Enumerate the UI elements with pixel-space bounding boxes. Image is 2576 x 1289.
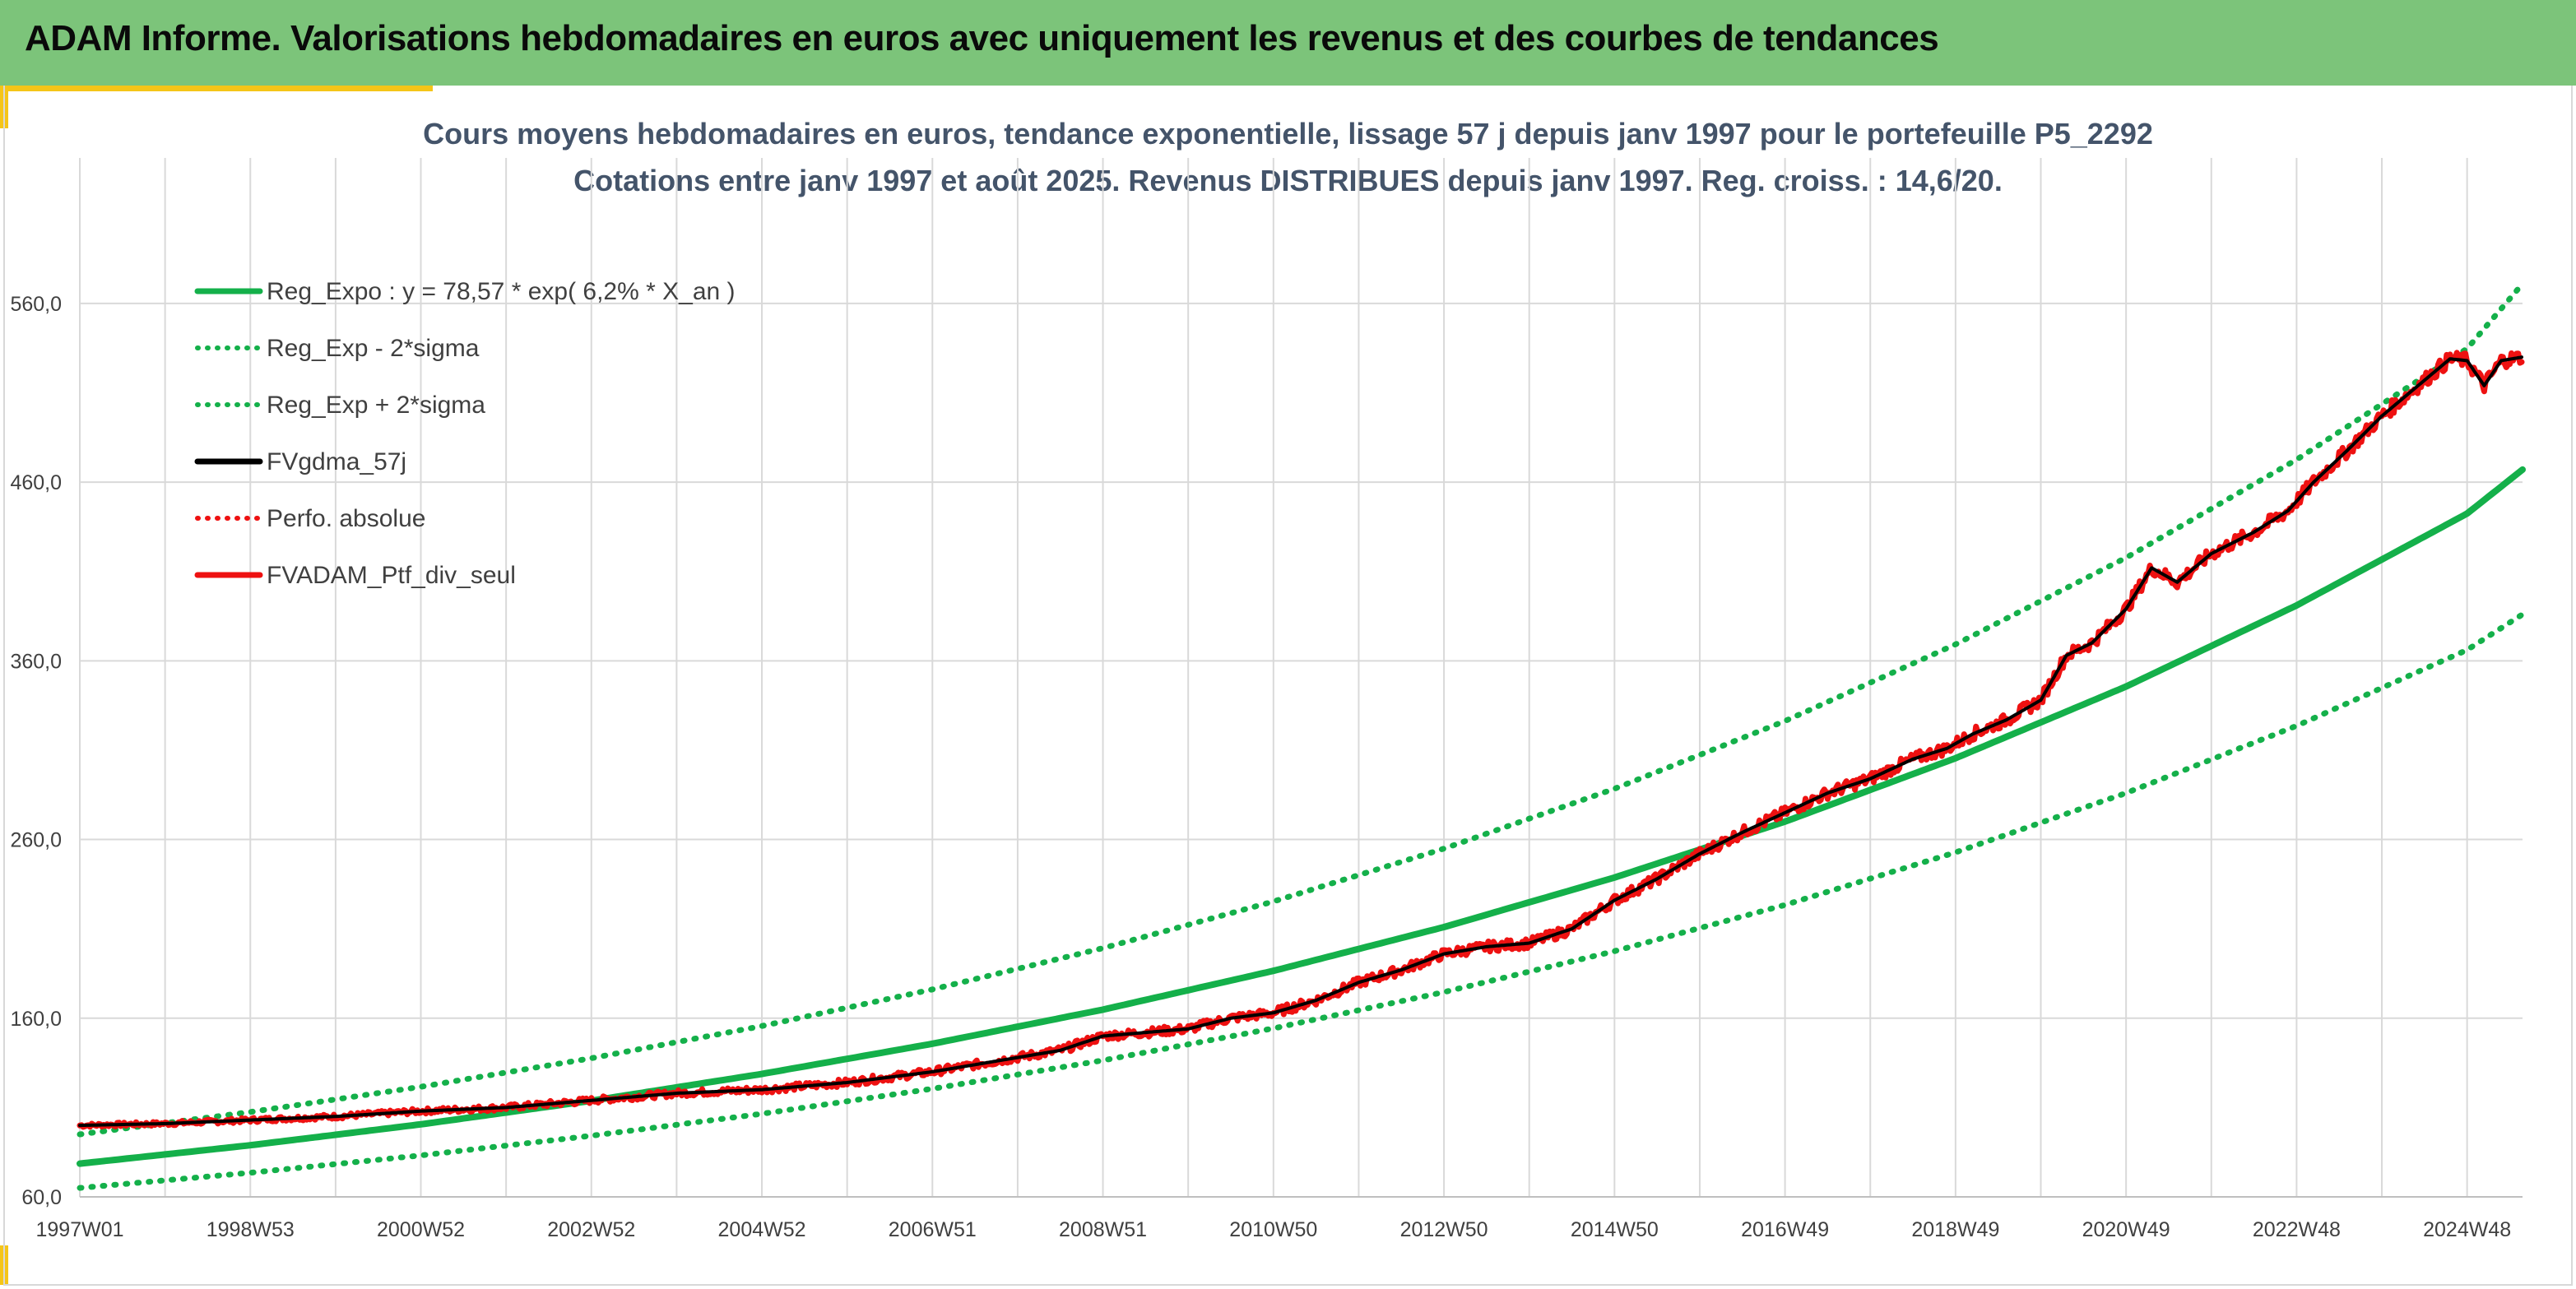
x-tick-label: 2014W50: [1571, 1218, 1659, 1241]
x-tick-label: 2024W48: [2423, 1218, 2511, 1241]
accent-top-left: [0, 86, 433, 91]
x-tick-label: 2022W48: [2253, 1218, 2341, 1241]
series-reg-minus-2sigma: [77, 611, 2526, 1191]
series-reg-expo: [77, 466, 2526, 1167]
x-tick-label: 2012W50: [1400, 1218, 1488, 1241]
x-tick-label: 2000W52: [377, 1218, 465, 1241]
legend-label: Reg_Expo : y = 78,57 * exp( 6,2% * X_an …: [267, 278, 736, 305]
chart-subtitle: Cotations entre janv 1997 et août 2025. …: [573, 164, 2003, 197]
legend-label: FVADAM_Ptf_div_seul: [267, 562, 516, 589]
x-tick-label: 1997W01: [35, 1218, 123, 1241]
x-tick-label: 2016W49: [1741, 1218, 1829, 1241]
y-tick-label: 460,0: [10, 471, 62, 494]
x-tick-label: 2006W51: [889, 1218, 977, 1241]
legend-label: Reg_Exp - 2*sigma: [267, 335, 480, 362]
x-tick-label: 2010W50: [1229, 1218, 1317, 1241]
series-fvadam-ptf: [77, 350, 2525, 1130]
legend-label: FVgdma_57j: [267, 448, 406, 475]
x-tick-label: 2008W51: [1059, 1218, 1147, 1241]
header-bar: ADAM Informe. Valorisations hebdomadaire…: [0, 0, 2576, 86]
y-tick-label: 560,0: [10, 293, 62, 316]
page-title: ADAM Informe. Valorisations hebdomadaire…: [25, 18, 1939, 58]
x-tick-label: 1998W53: [207, 1218, 295, 1241]
y-tick-label: 360,0: [10, 650, 62, 673]
y-tick-label: 160,0: [10, 1008, 62, 1031]
x-tick-label: 2002W52: [547, 1218, 635, 1241]
x-tick-label: 2020W49: [2082, 1218, 2170, 1241]
chart-title: Cours moyens hebdomadaires en euros, ten…: [423, 117, 2153, 151]
legend-label: Perfo. absolue: [267, 505, 425, 532]
x-tick-label: 2004W52: [718, 1218, 806, 1241]
chart-frame: [3, 86, 2573, 1286]
series-fvgdma-57j: [78, 355, 2523, 1128]
y-tick-label: 60,0: [21, 1186, 62, 1209]
y-tick-label: 260,0: [10, 829, 62, 852]
legend-label: Reg_Exp + 2*sigma: [267, 392, 485, 419]
x-tick-label: 2018W49: [1911, 1218, 1999, 1241]
series-reg-plus-2sigma: [77, 281, 2526, 1138]
